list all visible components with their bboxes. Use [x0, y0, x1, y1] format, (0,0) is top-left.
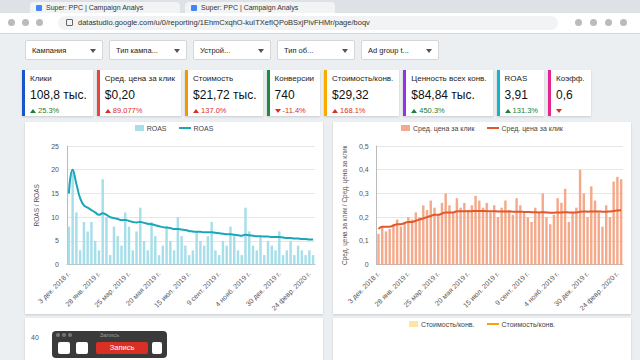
svg-text:0,1: 0,1: [359, 237, 369, 244]
html-text:Клики: Клики: [30, 74, 52, 83]
html-text:Стоимость/конв.: Стоимость/конв.: [420, 321, 475, 328]
html-text:Коэфф.: Коэфф.: [556, 74, 585, 83]
svg-text:0: 0: [55, 261, 59, 268]
svg-text:25 мар. 2019 г.: 25 мар. 2019 г.: [93, 270, 132, 309]
html-text:Super: PPC | Campaign Analys: Super: PPC | Campaign Analys: [201, 4, 299, 11]
html-text:137.0%: 137.0%: [201, 106, 227, 115]
html-text:25.3%: 25.3%: [38, 106, 60, 115]
svg-text:9 сент. 2019 г.: 9 сент. 2019 г.: [185, 270, 222, 307]
svg-text:0,2: 0,2: [359, 214, 369, 221]
html-text:740: 740: [274, 88, 295, 102]
svg-text:28 янв. 2019 г.: 28 янв. 2019 г.: [373, 270, 411, 308]
svg-text:30 дек. 2019 г.: 30 дек. 2019 г.: [244, 270, 282, 308]
html-text:$21,72 тыс.: $21,72 тыс.: [193, 88, 257, 102]
html-text:Тип кампа...: Тип кампа...: [116, 46, 158, 55]
html-text:Стоимость/конв.: Стоимость/конв.: [501, 321, 556, 328]
svg-text:4 нояб. 2019 г.: 4 нояб. 2019 г.: [522, 270, 561, 308]
html-text:0,6: 0,6: [556, 88, 573, 102]
svg-text:0: 0: [365, 261, 369, 268]
html-text:Устрой...: Устрой...: [200, 46, 231, 55]
svg-text:15: 15: [51, 190, 59, 197]
html-text:131.3%: 131.3%: [512, 106, 538, 115]
html-text:$29,32: $29,32: [332, 88, 369, 102]
html-text:Super: PPC | Campaign Analys: Super: PPC | Campaign Analys: [46, 4, 144, 11]
html-text:-11.4%: -11.4%: [282, 106, 306, 115]
html-text:ROAS: ROAS: [146, 125, 167, 132]
svg-text:28 янв. 2019 г.: 28 янв. 2019 г.: [63, 270, 102, 308]
svg-text:25: 25: [51, 143, 59, 150]
html-text:3,91: 3,91: [504, 88, 528, 102]
svg-text:0,4: 0,4: [359, 166, 369, 173]
svg-text:ROAS / ROAS: ROAS / ROAS: [33, 184, 40, 227]
svg-text:10: 10: [51, 214, 59, 221]
html-text:168.1%: 168.1%: [340, 106, 366, 115]
svg-text:20: 20: [51, 166, 59, 173]
svg-text:3 дек. 2018 г.: 3 дек. 2018 г.: [36, 270, 72, 305]
html-text:ROAS: ROAS: [504, 74, 528, 83]
html-text:Запись: Запись: [109, 343, 135, 352]
html-text:Тип об...: Тип об...: [284, 46, 314, 55]
html-text:Стоимость/конв.: Стоимость/конв.: [332, 74, 394, 83]
svg-text:15 июл. 2019 г.: 15 июл. 2019 г.: [152, 270, 192, 309]
svg-text:9 сент. 2019 г.: 9 сент. 2019 г.: [493, 270, 531, 307]
html-text:89.077%: 89.077%: [112, 106, 143, 115]
html-text:Стоимость: Стоимость: [193, 74, 234, 83]
svg-text:15 июл. 2019 г.: 15 июл. 2019 г.: [461, 270, 501, 309]
svg-text:25 мар. 2019 г.: 25 мар. 2019 г.: [402, 270, 441, 309]
html-text:40: 40: [31, 334, 39, 341]
html-text:108,8 тыс.: 108,8 тыс.: [30, 88, 87, 102]
html-text:450.3%: 450.3%: [419, 106, 445, 115]
svg-text:0,5: 0,5: [359, 143, 369, 150]
svg-text:20 мая 2019 г.: 20 мая 2019 г.: [433, 270, 471, 308]
html-text:$84,84 тыс.: $84,84 тыс.: [411, 88, 475, 102]
html-text:Ценность всех конв.: Ценность всех конв.: [411, 74, 487, 83]
html-text:Конверсии: Конверсии: [274, 74, 315, 83]
html-text:Кампания: Кампания: [32, 46, 67, 55]
svg-text:24 февр. 2020 г.: 24 февр. 2020 г.: [578, 270, 620, 312]
svg-text:0,3: 0,3: [359, 190, 369, 197]
svg-text:4 нояб. 2019 г.: 4 нояб. 2019 г.: [214, 270, 252, 308]
html-text:Сред. цена за клик: Сред. цена за клик: [501, 125, 563, 132]
html-text:$0,20: $0,20: [104, 88, 135, 102]
html-text:Сред. цена за клик: Сред. цена за клик: [413, 125, 475, 132]
html-text:ROAS: ROAS: [193, 125, 214, 132]
html-text:datastudio.google.com/u/0/repo: datastudio.google.com/u/0/reporting/1Ehm…: [78, 18, 370, 27]
html-text:Запись: Запись: [99, 332, 120, 338]
html-text:Сред. цена за клик: Сред. цена за клик: [104, 74, 175, 83]
svg-text:5: 5: [55, 237, 59, 244]
html-text:Ad group t...: Ad group t...: [368, 46, 409, 55]
svg-text:20 мая 2019 г.: 20 мая 2019 г.: [124, 270, 162, 308]
svg-text:24 февр. 2020 г.: 24 февр. 2020 г.: [270, 270, 312, 312]
svg-text:Сред. цена за клик / Сред. цен: Сред. цена за клик / Сред. цена за клик: [341, 145, 349, 265]
svg-text:30 дек. 2019 г.: 30 дек. 2019 г.: [552, 270, 590, 308]
svg-text:3 дек. 2018 г.: 3 дек. 2018 г.: [346, 270, 381, 305]
